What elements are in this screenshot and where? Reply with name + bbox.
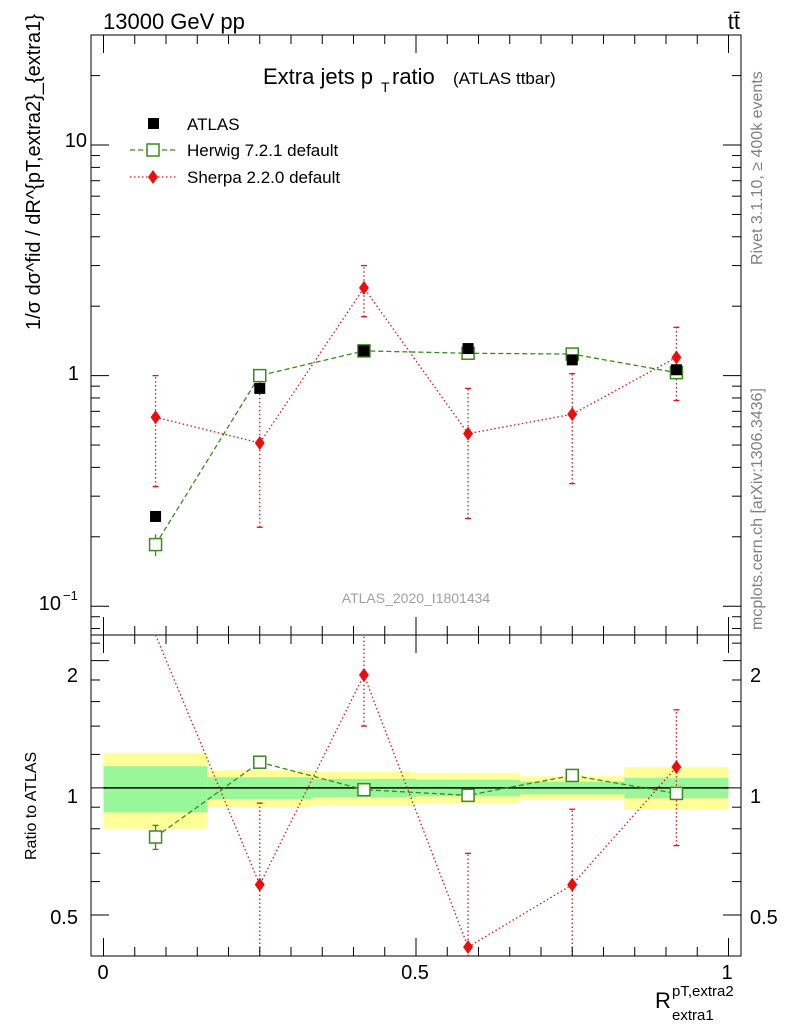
sherpa-ratio-point: [567, 877, 578, 892]
ratio-tick-label-1-right: 1: [750, 786, 761, 808]
herwig-ratio-point: [565, 768, 579, 783]
plot-title: Extra jets p T ratio (ATLAS ttbar): [263, 64, 556, 95]
main-y-ticks: [91, 34, 741, 630]
herwig-point: [253, 368, 267, 383]
sherpa-point: [358, 280, 369, 295]
herwig-line: [155, 350, 677, 545]
sherpa-ratio-point: [671, 760, 682, 775]
legend-entry-atlas: ATLAS: [148, 115, 240, 134]
sherpa-point: [150, 410, 161, 425]
legend-atlas-label: ATLAS: [187, 115, 240, 134]
title-rest: ratio: [392, 64, 435, 89]
ratio-tick-label-0-5-right: 0.5: [750, 907, 778, 929]
mcplots-label: mcplots.cern.ch [arXiv:1306.3436]: [749, 388, 766, 630]
main-panel: 10 1 10 −1 Extra jets p T ratio (ATLAS t…: [23, 14, 742, 636]
main-data-marks: [148, 264, 684, 557]
sherpa-point: [254, 436, 265, 451]
sherpa-ratio-point: [254, 877, 265, 892]
title-main: Extra jets p: [263, 64, 373, 89]
sherpa-ratio-point: [463, 940, 474, 955]
ratio-y-ticks: [91, 642, 741, 916]
legend-sherpa-label: Sherpa 2.2.0 default: [187, 168, 340, 187]
y-axis-label-ratio: Ratio to ATLAS: [23, 752, 40, 860]
ratio-data-marks: [148, 634, 684, 956]
x-tick-label-0-5: 0.5: [401, 962, 429, 984]
atlas-point: [254, 382, 266, 394]
channel-label: tt̄: [728, 9, 740, 34]
x-axis-label: R pT,extra2 extra1: [655, 983, 734, 1024]
herwig-ratio-point: [669, 786, 684, 801]
ratio-tick-label-1: 1: [67, 786, 78, 808]
title-paren: (ATLAS ttbar): [453, 69, 556, 88]
x-axis-label-sub: extra1: [672, 1007, 714, 1024]
ratio-tick-label-2-right: 2: [750, 665, 761, 687]
y-axis-label-main: 1/σ dσ^fid / dR^{pT,extra2}_{extra1}: [23, 14, 45, 330]
legend-sherpa-marker: [148, 170, 158, 184]
x-tick-label-1: 1: [721, 962, 732, 984]
herwig-ratio-point: [253, 755, 267, 769]
x-axis-label-sup: pT,extra2: [672, 983, 734, 1000]
legend-entry-sherpa: Sherpa 2.2.0 default: [130, 168, 340, 187]
ratio-band-inner: [103, 766, 208, 813]
analysis-watermark: ATLAS_2020_I1801434: [342, 590, 491, 606]
atlas-point: [462, 343, 474, 355]
y-tick-label-10: 10: [65, 130, 87, 152]
herwig-ratio-line: [155, 761, 677, 838]
atlas-point: [358, 345, 370, 357]
x-axis-ticks: [103, 35, 729, 956]
ratio-panel: 2 1 0.5 2 1 0.5 Ratio to ATLAS: [23, 634, 778, 957]
sherpa-ratio-point: [358, 667, 369, 682]
y-tick-label-1: 1: [68, 363, 79, 385]
legend: ATLAS Herwig 7.2.1 default Sherpa 2.2.0 …: [130, 115, 340, 187]
sherpa-point: [463, 426, 474, 441]
title-subscript: T: [381, 79, 390, 95]
atlas-point: [566, 354, 578, 366]
y-tick-label-0-1: 10: [39, 593, 61, 615]
y-tick-label-0-1-exponent: −1: [63, 588, 78, 603]
rivet-version-label: Rivet 3.1.10, ≥ 400k events: [749, 71, 766, 265]
atlas-point: [670, 364, 682, 376]
herwig-ratio-point: [357, 782, 371, 797]
ratio-uncertainty-bands: [103, 752, 729, 829]
atlas-point: [150, 510, 162, 522]
ratio-tick-label-0-5: 0.5: [50, 907, 78, 929]
legend-herwig-label: Herwig 7.2.1 default: [187, 141, 338, 160]
process-label: 13000 GeV pp: [103, 9, 245, 34]
herwig-ratio-point: [461, 788, 475, 803]
sherpa-ratio-line: [154, 634, 677, 949]
legend-herwig-marker: [146, 143, 160, 157]
legend-entry-herwig: Herwig 7.2.1 default: [130, 141, 338, 160]
herwig-ratio-point: [148, 830, 163, 844]
herwig-point: [148, 537, 163, 552]
ratio-tick-label-2: 2: [67, 665, 78, 687]
legend-atlas-marker: [148, 118, 159, 129]
x-axis-label-main: R: [655, 988, 671, 1013]
sherpa-point: [671, 350, 682, 365]
sherpa-point: [567, 407, 578, 422]
sherpa-line: [155, 286, 677, 444]
x-tick-label-0: 0: [97, 962, 108, 984]
